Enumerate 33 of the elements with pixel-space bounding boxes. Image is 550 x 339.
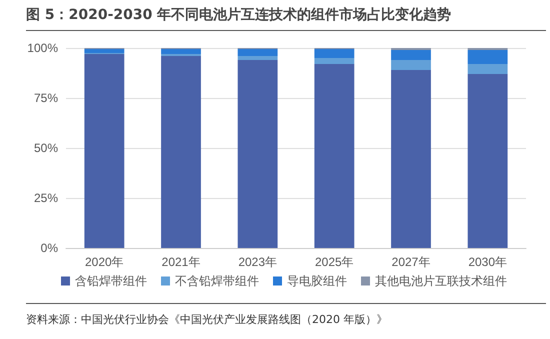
text: 资料来源：中国光伏行业协会《中国光伏产业发展路线图（2020 年版）》 [26,303,546,327]
x-tick-label: 2021年 [162,255,200,269]
chart-title: 图 5：2020-2030 年不同电池片互连技术的组件市场占比变化趋势 [26,6,546,31]
x-tick-label: 2027年 [392,255,430,269]
legend-label: 其他电池片互联技术组件 [375,274,507,288]
bar [84,54,124,248]
bar [161,56,201,248]
bar [84,49,124,53]
bar [314,49,354,58]
bar [314,58,354,64]
bar [468,50,508,64]
bar [161,49,201,54]
legend-label: 含铅焊带组件 [75,274,147,288]
y-tick-label: 75% [34,91,58,105]
y-tick-label: 100% [27,41,58,55]
bar [468,74,508,248]
bar [238,49,278,56]
bar [391,50,431,60]
x-tick-label: 2023年 [238,255,278,269]
legend-label: 不含铅焊带组件 [175,274,259,288]
bar [391,60,431,70]
x-tick-label: 2020年 [84,255,124,269]
legend-label: 导电胶组件 [287,274,347,288]
bar [238,60,278,248]
y-tick-label: 50% [34,141,58,155]
y-tick-label: 25% [34,191,58,205]
bar [314,64,354,248]
bar [238,56,278,60]
x-tick-label: 2025年 [314,255,354,269]
bar [468,64,508,74]
bar [391,70,431,248]
x-tick-label: 2030年 [468,255,508,269]
y-tick-label: 0% [40,241,58,255]
